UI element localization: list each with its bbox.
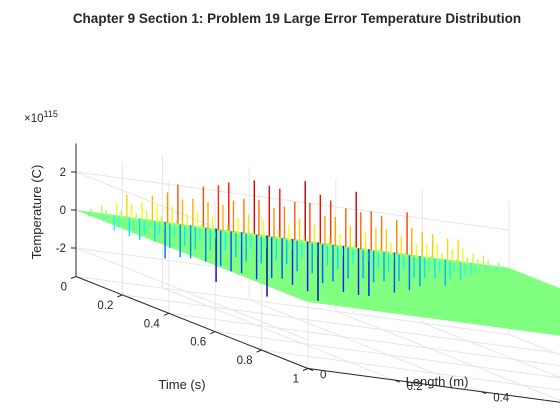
- grid-floor-y-3: [215, 331, 560, 379]
- grid-floor-x-4: [422, 322, 560, 379]
- y-tick-label-3: 0.6: [190, 337, 206, 349]
- y-tick-mark-4: [256, 349, 262, 353]
- z-tick-label-1: 0: [60, 205, 66, 217]
- z-tick-labels: -2 0 2: [56, 167, 66, 255]
- y-tick-label-0: 0: [61, 282, 67, 294]
- z-exponent-label: ×10115: [24, 109, 58, 125]
- y-axis-line: [75, 276, 309, 369]
- grid-floor-y-4: [261, 349, 560, 391]
- x-tick-labels: 00.20.40.60.81: [320, 370, 510, 405]
- chart-title: Chapter 9 Section 1: Problem 19 Large Er…: [73, 11, 521, 26]
- grid-floor-x-3: [335, 310, 560, 401]
- error-oscillation-spikes: [87, 180, 509, 301]
- grid-wall-z-time-0: [75, 247, 309, 341]
- x-tick-label-2: 0.4: [493, 393, 510, 405]
- grid-floor-x-5: [508, 334, 560, 356]
- x-tick-mark-0: [307, 368, 314, 371]
- z-axis-label: Temperature (C): [29, 165, 44, 260]
- axis-lines: [70, 143, 560, 403]
- y-tick-mark-3: [210, 331, 216, 335]
- x-tick-mark-1: [394, 379, 400, 383]
- grid-floor-x-1: [162, 287, 395, 381]
- grid-floor-x-2: [249, 299, 482, 393]
- y-axis-label: Time (s): [158, 377, 205, 392]
- x-axis-line: [307, 368, 560, 403]
- x-axis-label: Length (m): [406, 374, 469, 389]
- y-tick-label-5: 1: [293, 374, 299, 386]
- grid-floor-y-1: [122, 294, 556, 354]
- z-exponent-power: 115: [44, 109, 58, 119]
- grid-floor-y-2: [168, 312, 560, 367]
- grid-floor-y-0: [75, 276, 510, 335]
- z-tick-label-0: -2: [56, 243, 66, 255]
- y-tick-mark-0: [70, 276, 77, 279]
- x-tick-label-1: 0.2: [407, 381, 423, 393]
- grid-wall-z-length-2: [75, 171, 510, 231]
- z-tick-label-2: 2: [60, 167, 66, 179]
- y-tick-label-2: 0.4: [144, 318, 161, 330]
- y-tick-label-4: 0.8: [237, 355, 253, 367]
- y-tick-mark-1: [117, 294, 123, 298]
- x-tick-label-0: 0: [320, 370, 326, 382]
- y-tick-mark-2: [163, 312, 169, 316]
- y-tick-labels: 0 0.2 0.4 0.6 0.8 1: [61, 282, 299, 386]
- y-tick-label-1: 0.2: [97, 300, 113, 312]
- x-tick-mark-2: [481, 391, 487, 395]
- y-tick-mark-5: [302, 368, 309, 371]
